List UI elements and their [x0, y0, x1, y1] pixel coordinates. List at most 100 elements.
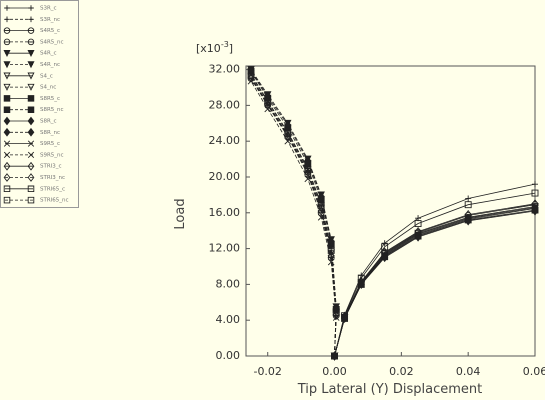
- x-tick-label: 0.06: [523, 365, 545, 378]
- data-point: [340, 311, 349, 322]
- legend-label: S4R_nc: [40, 62, 60, 68]
- legend-box: [0, 0, 79, 208]
- legend-marker: [3, 83, 11, 91]
- legend-marker: [27, 72, 35, 80]
- data-point: [284, 120, 292, 130]
- legend-label: S9R5_c: [40, 141, 60, 147]
- y-tick-label: 20.00: [209, 170, 241, 183]
- y-scale-base: [x10: [196, 42, 221, 55]
- legend-marker: [3, 151, 11, 159]
- legend-label: STRI65_nc: [40, 198, 69, 204]
- data-point: [414, 220, 422, 227]
- data-point: [284, 129, 292, 137]
- data-point: [465, 195, 472, 202]
- x-tick-label: 0.02: [389, 365, 414, 378]
- legend-marker: [27, 106, 35, 113]
- data-point: [317, 192, 325, 202]
- legend-label: S3R_nc: [40, 17, 60, 23]
- data-point: [327, 251, 335, 261]
- y-scale-exponent: -3: [221, 40, 229, 49]
- series-line: [250, 71, 337, 357]
- data-point: [327, 258, 335, 266]
- data-point: [264, 98, 272, 106]
- data-point: [332, 308, 340, 316]
- data-point: [381, 240, 388, 247]
- y-tick-label: 28.00: [209, 98, 241, 111]
- legend-marker: [27, 61, 35, 69]
- data-point: [381, 247, 389, 257]
- legend-label: STRI65_c: [40, 186, 65, 192]
- y-tick-label: 16.00: [209, 206, 241, 219]
- data-point: [357, 274, 365, 282]
- legend-marker: [27, 196, 35, 204]
- data-point: [330, 351, 339, 361]
- data-point: [264, 99, 272, 110]
- series-line: [250, 76, 337, 357]
- legend-label: S8R_nc: [40, 130, 60, 136]
- legend-marker: [27, 127, 35, 137]
- data-point: [304, 166, 312, 174]
- data-point: [464, 201, 472, 209]
- legend-marker: [3, 38, 11, 46]
- legend-marker: [3, 95, 11, 102]
- data-point: [317, 206, 325, 216]
- legend-marker: [3, 61, 11, 69]
- data-point: [247, 72, 255, 83]
- legend-marker: [27, 95, 35, 102]
- data-point: [531, 199, 539, 209]
- data-point: [381, 243, 389, 251]
- legend-label: S4R5_c: [40, 28, 60, 34]
- legend-marker: [27, 185, 35, 193]
- legend-marker: [3, 49, 11, 58]
- data-point: [247, 71, 255, 79]
- legend-marker: [27, 161, 35, 171]
- legend-label: STRI3_nc: [40, 175, 65, 181]
- x-tick-label: 0.04: [456, 365, 481, 378]
- y-tick-label: 0.00: [216, 349, 241, 362]
- legend-marker: [3, 72, 11, 80]
- legend-label: S4R5_nc: [40, 39, 64, 45]
- legend-marker: [3, 127, 11, 137]
- legend-marker: [27, 83, 35, 91]
- series-line: [250, 70, 337, 357]
- legend-marker: [27, 140, 35, 147]
- data-point: [284, 131, 292, 141]
- legend-marker: [3, 185, 11, 193]
- y-scale-close: ]: [229, 42, 233, 55]
- data-point: [317, 202, 325, 210]
- y-tick-label: 24.00: [209, 134, 241, 147]
- legend-label: S4_c: [40, 73, 53, 79]
- x-tick-label: -0.02: [253, 365, 281, 378]
- series-line: [250, 74, 337, 357]
- legend-label: S4_nc: [40, 85, 56, 91]
- legend-label: S3R_c: [40, 6, 57, 12]
- data-point: [532, 181, 538, 188]
- y-axis-label: Load: [173, 198, 188, 229]
- series-line: [334, 192, 536, 357]
- legend-label: S8R5_nc: [40, 107, 64, 113]
- legend-marker: [3, 161, 11, 171]
- legend-label: S9R5_nc: [40, 152, 64, 158]
- legend-label: STRI3_c: [40, 164, 62, 170]
- legend-marker: [27, 38, 35, 46]
- data-point: [341, 312, 349, 320]
- legend-marker: [4, 5, 10, 11]
- legend-marker: [27, 116, 35, 126]
- data-point: [304, 175, 312, 183]
- legend-label: S8R_c: [40, 119, 57, 125]
- legend-marker: [27, 49, 35, 58]
- y-tick-label: 4.00: [216, 313, 241, 326]
- legend-marker: [28, 5, 34, 11]
- data-point: [531, 189, 539, 197]
- y-tick-label: 8.00: [216, 277, 241, 290]
- series-line: [250, 80, 337, 357]
- legend-marker: [3, 116, 11, 126]
- legend-label: S4R_c: [40, 51, 57, 57]
- legend-marker: [3, 196, 11, 204]
- legend-marker: [4, 16, 10, 23]
- legend-marker: [27, 173, 35, 182]
- legend-marker: [3, 106, 11, 113]
- data-point: [464, 209, 472, 220]
- data-point: [304, 156, 312, 166]
